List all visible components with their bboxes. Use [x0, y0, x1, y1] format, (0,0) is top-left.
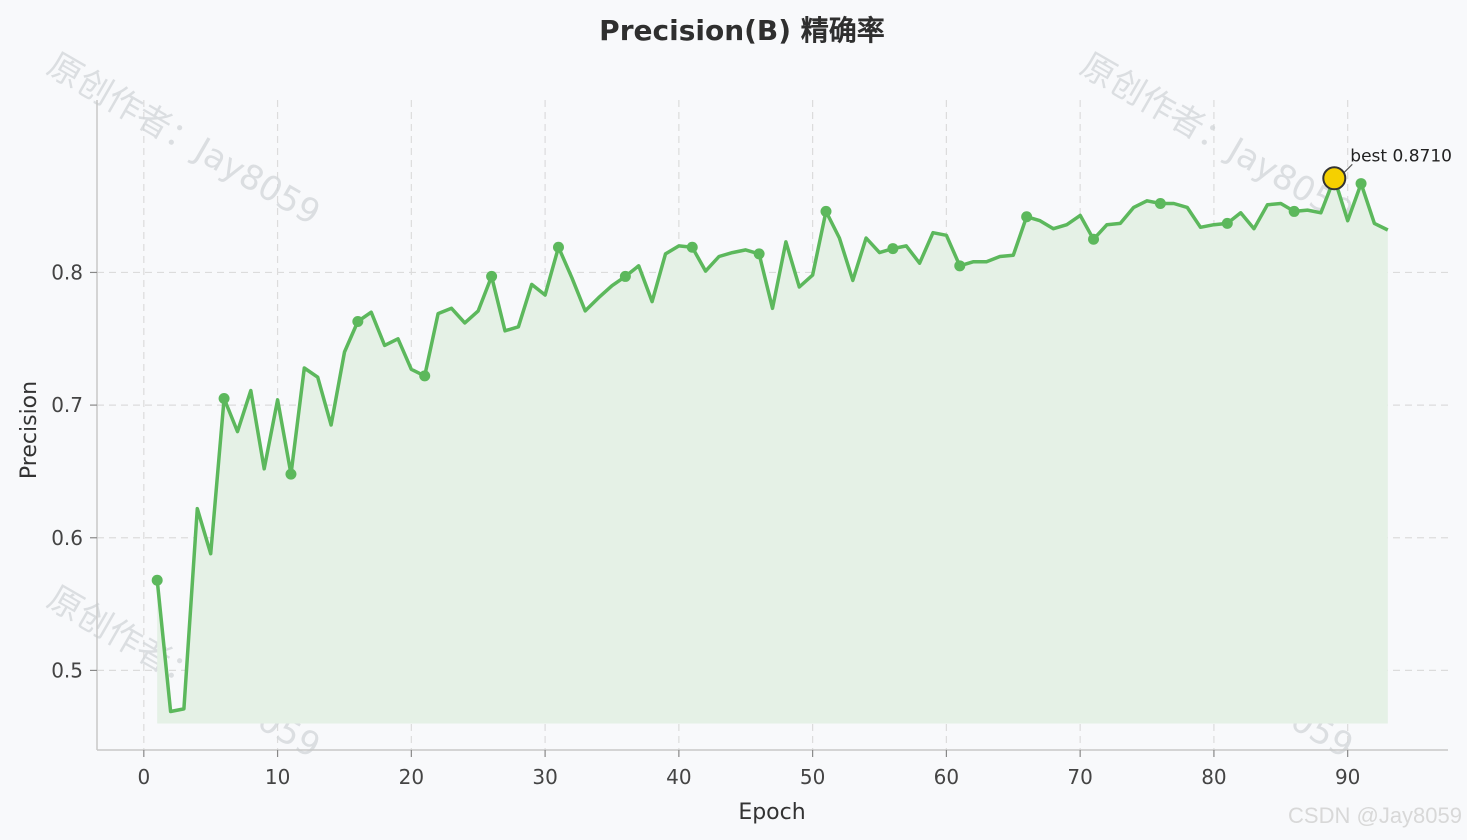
data-point: [1021, 211, 1033, 223]
area-fill: [157, 178, 1388, 724]
data-point: [954, 260, 966, 272]
data-point: [887, 243, 899, 255]
y-tick-label: 0.6: [51, 526, 83, 550]
csdn-credit: CSDN @Jay8059: [1288, 803, 1462, 828]
x-tick-label: 20: [399, 765, 424, 789]
x-tick-label: 70: [1067, 765, 1092, 789]
best-annotation: best 0.8710: [1322, 146, 1452, 191]
x-ticks: 0 10 20 30 40 50 60 70 80 90: [137, 750, 1360, 789]
data-point: [1355, 178, 1367, 190]
x-tick-label: 50: [800, 765, 825, 789]
y-axis-label: Precision: [17, 381, 42, 479]
best-label: best 0.8710: [1350, 146, 1452, 166]
watermark-text: 原创作者：Jay8059: [41, 45, 327, 233]
data-point: [1221, 217, 1233, 229]
x-tick-label: 80: [1201, 765, 1226, 789]
x-tick-label: 10: [265, 765, 290, 789]
chart-title: Precision(B) 精确率: [599, 14, 885, 47]
y-tick-label: 0.5: [51, 658, 83, 682]
y-tick-label: 0.7: [51, 393, 83, 417]
y-tick-label: 0.8: [51, 260, 83, 284]
series-markers: [151, 178, 1367, 586]
x-tick-label: 40: [666, 765, 691, 789]
best-point-marker: [1322, 166, 1347, 191]
data-point: [1288, 205, 1300, 217]
data-point: [1088, 233, 1100, 245]
data-point: [285, 468, 297, 480]
x-tick-label: 30: [532, 765, 557, 789]
data-point: [352, 316, 364, 328]
x-tick-label: 90: [1335, 765, 1360, 789]
x-tick-label: 0: [137, 765, 150, 789]
data-point: [820, 205, 832, 217]
data-point: [486, 270, 498, 282]
x-axis-label: Epoch: [738, 800, 805, 825]
data-point: [552, 241, 564, 253]
axes: [96, 100, 1448, 751]
data-point: [1154, 197, 1166, 209]
x-tick-label: 60: [934, 765, 959, 789]
data-point: [419, 370, 431, 382]
y-ticks: 0.5 0.6 0.7 0.8: [51, 260, 97, 682]
data-point: [619, 270, 631, 282]
data-point: [151, 574, 163, 586]
data-point: [753, 248, 765, 260]
data-point: [218, 392, 230, 404]
watermark-text: 原创作者：Jay8059: [1074, 45, 1360, 233]
data-point: [686, 241, 698, 253]
